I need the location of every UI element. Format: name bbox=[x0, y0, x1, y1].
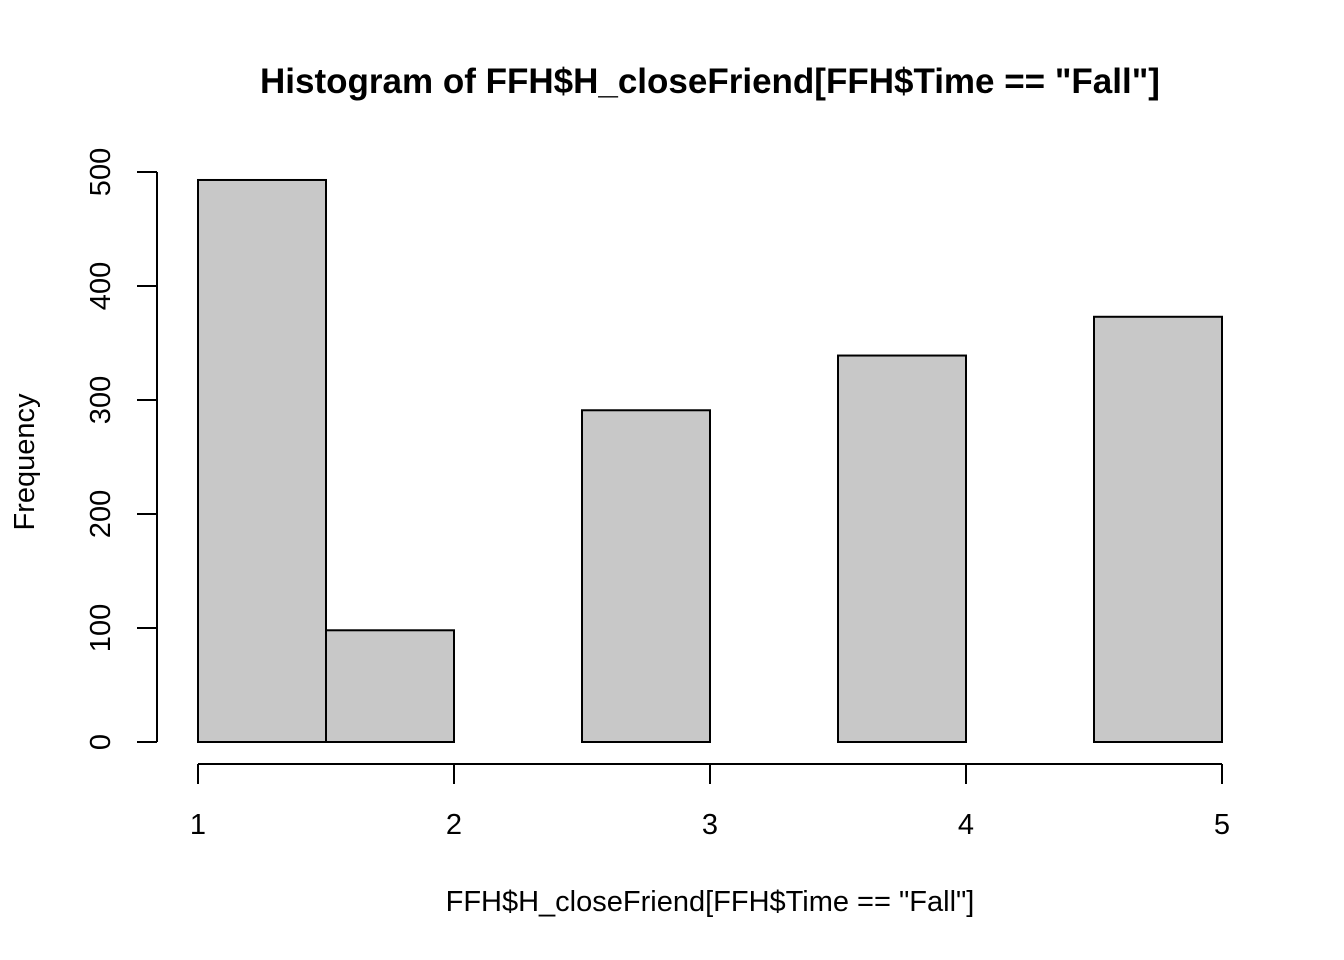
x-tick-label: 3 bbox=[702, 809, 718, 841]
histogram-bar bbox=[837, 354, 967, 743]
x-axis: 1 2 3 4 5 bbox=[190, 763, 1230, 841]
y-axis-label: Frequency bbox=[9, 393, 41, 531]
bars-group bbox=[197, 178, 1223, 744]
x-axis-label: FFH$H_closeFriend[FFH$Time == "Fall"] bbox=[446, 886, 975, 918]
y-tick-label: 500 bbox=[85, 148, 117, 196]
histogram-bar bbox=[581, 409, 711, 743]
chart-title: Histogram of FFH$H_closeFriend[FFH$Time … bbox=[260, 62, 1160, 101]
x-tick-label: 1 bbox=[190, 809, 206, 841]
y-tick-label: 400 bbox=[85, 262, 117, 310]
y-tick-label: 100 bbox=[85, 604, 117, 652]
x-tick-label: 2 bbox=[446, 809, 462, 841]
x-tick-label: 5 bbox=[1214, 809, 1230, 841]
y-axis: 0 100 200 300 400 500 bbox=[85, 148, 158, 750]
histogram-bar bbox=[197, 178, 327, 744]
x-tick-label: 4 bbox=[958, 809, 974, 841]
y-tick-label: 0 bbox=[85, 734, 117, 750]
y-tick-label: 300 bbox=[85, 376, 117, 424]
y-tick-label: 200 bbox=[85, 490, 117, 538]
histogram-bar bbox=[1093, 315, 1223, 743]
histogram-bar bbox=[325, 629, 455, 744]
